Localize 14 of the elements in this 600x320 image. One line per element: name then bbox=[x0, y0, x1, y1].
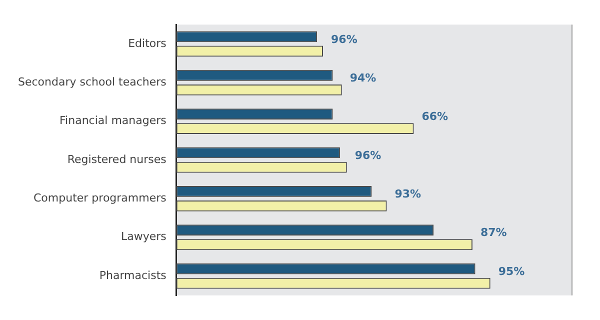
annotation: 93% bbox=[394, 188, 422, 201]
y-tick-label: Secondary school teachers bbox=[18, 75, 167, 88]
y-tick-label: Pharmacists bbox=[99, 268, 167, 282]
y-tick-label: Lawyers bbox=[120, 230, 167, 244]
y-tick-label: Registered nurses bbox=[67, 152, 167, 166]
annotation: 94% bbox=[350, 71, 376, 84]
annotation: 95% bbox=[498, 264, 525, 278]
annotation: 66% bbox=[422, 110, 448, 124]
annotation: 96% bbox=[354, 148, 382, 162]
y-tick-label: Computer programmers bbox=[34, 192, 167, 205]
y-tick-label: Financial managers bbox=[60, 114, 167, 128]
y-tick-label: Editors bbox=[128, 36, 167, 50]
annotation: 87% bbox=[480, 226, 507, 240]
annotation: 96% bbox=[331, 32, 358, 46]
